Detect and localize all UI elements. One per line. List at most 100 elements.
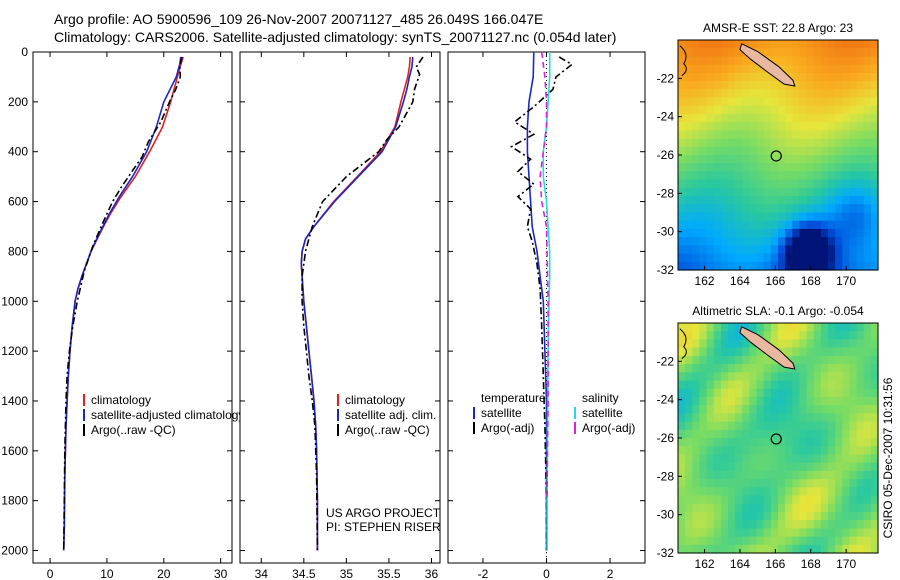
map-cell	[813, 163, 822, 172]
series-line-1	[62, 56, 182, 551]
map-cell	[792, 187, 800, 197]
map-cell	[756, 503, 765, 513]
map-cell	[849, 544, 858, 554]
map-cell	[806, 479, 815, 488]
map-cell	[813, 396, 822, 406]
map-cell	[799, 97, 808, 107]
map-cell	[713, 64, 722, 74]
map-cell	[820, 48, 829, 57]
map-cell	[785, 323, 793, 332]
map-cell	[692, 520, 700, 529]
map-cell	[820, 245, 829, 255]
map-cell	[842, 323, 850, 332]
map-cell	[799, 413, 808, 423]
map-cell	[870, 105, 879, 115]
y-tick-label: 0	[21, 45, 28, 59]
map-cell	[735, 56, 743, 66]
map-cell	[870, 220, 879, 230]
map-cell	[720, 355, 729, 365]
map-cell	[785, 146, 793, 156]
map-cell	[713, 331, 722, 340]
map-cell	[870, 503, 879, 513]
map-cell	[813, 72, 822, 82]
map-cell	[863, 56, 872, 66]
map-cell	[713, 380, 722, 390]
map-cell	[706, 187, 715, 197]
map-cell	[835, 237, 843, 246]
map-cell	[720, 72, 729, 82]
map-cell	[678, 421, 686, 431]
map-cell	[728, 536, 736, 546]
map-cell	[720, 520, 729, 529]
map-cell	[699, 122, 708, 131]
map-cell	[728, 339, 736, 349]
map-cell	[720, 339, 729, 349]
map-y-tick-label: -22	[657, 71, 675, 85]
map-cell	[713, 163, 722, 172]
map-cell	[806, 380, 815, 390]
map-cell	[692, 396, 700, 406]
map-cell	[785, 228, 793, 238]
map-cell	[842, 438, 850, 447]
map-cell	[678, 261, 686, 271]
map-cell	[720, 171, 729, 181]
map-cell	[835, 40, 843, 49]
map-cell	[842, 179, 850, 189]
map-x-tick-label: 162	[695, 557, 715, 571]
map-cell	[813, 261, 822, 271]
map-cell	[828, 138, 836, 148]
map-cell	[756, 511, 765, 521]
map-cell	[706, 130, 715, 140]
map-cell	[756, 204, 765, 214]
map-cell	[835, 113, 843, 123]
map-cell	[863, 528, 872, 538]
map-cell	[799, 438, 808, 447]
map-cell	[820, 511, 829, 521]
map-cell	[699, 48, 708, 57]
map-cell	[692, 355, 700, 365]
map-cell	[813, 405, 822, 414]
map-cell	[742, 396, 750, 406]
map-cell	[813, 462, 822, 472]
map-cell	[806, 446, 815, 455]
map-cell	[706, 536, 715, 546]
map-cell	[713, 245, 722, 255]
map-cell	[785, 388, 793, 398]
map-cell	[678, 81, 686, 90]
map-title: AMSR-E SST: 22.8 Argo: 23	[703, 21, 853, 35]
map-cell	[713, 347, 722, 357]
map-cell	[863, 479, 872, 488]
map-cell	[835, 528, 843, 538]
map-cell	[835, 462, 843, 472]
map-cell	[799, 331, 808, 340]
profile-panel-2: -202difference from climatologytemperatu…	[447, 51, 646, 580]
map-cell	[706, 48, 715, 57]
map-cell	[842, 81, 850, 90]
map-cell	[742, 171, 750, 181]
map-cell	[856, 228, 865, 238]
map-cell	[742, 228, 750, 238]
map-cell	[678, 454, 686, 464]
map-cell	[720, 122, 729, 131]
map-cell	[756, 146, 765, 156]
map-cell	[799, 405, 808, 414]
map-cell	[678, 187, 686, 197]
map-cell	[778, 171, 786, 181]
map-cell	[742, 72, 750, 82]
map-cell	[763, 446, 772, 455]
map-cell	[813, 97, 822, 107]
series-line-2	[301, 56, 424, 551]
map-cell	[863, 155, 872, 164]
map-cell	[713, 528, 722, 538]
map-cell	[749, 503, 758, 513]
map-cell	[742, 56, 750, 66]
map-cell	[706, 179, 715, 189]
map-cell	[785, 396, 793, 406]
map-cell	[706, 380, 715, 390]
map-cell	[756, 454, 765, 464]
map-cell	[863, 228, 872, 238]
map-cell	[770, 503, 779, 513]
map-cell	[820, 155, 829, 164]
map-cell	[742, 405, 750, 414]
map-cell	[728, 544, 736, 554]
